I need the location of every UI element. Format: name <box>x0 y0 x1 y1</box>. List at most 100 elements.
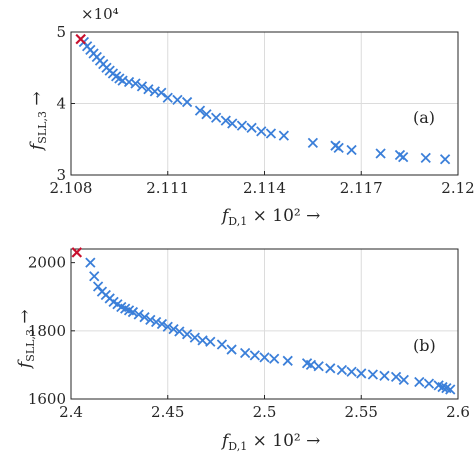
panel-b-ytick-label-1: 1800 <box>28 322 66 340</box>
panel-b-data-point-43 <box>423 378 435 389</box>
panel-a-data-point-16 <box>143 84 154 95</box>
panel-b-highlight-point <box>71 247 83 258</box>
panel-a-xtick-label-3: 2.117 <box>340 179 383 197</box>
panel-b-data-point-38-stroke-2 <box>367 369 378 380</box>
panel-a-data-point-27-stroke-2 <box>236 120 248 131</box>
panel-a-data-point-36 <box>375 148 386 159</box>
panel-a-data-point-31 <box>278 130 289 141</box>
panel-b-data-point-35-stroke-2 <box>336 364 348 376</box>
panel-a-xtick-label-4: 2.12 <box>441 179 474 197</box>
panel-a: 2.108 2.111 2.114 2.117 2.12 3 4 5 ×10⁴ (a) fD,… <box>27 5 474 228</box>
panel-b-data-point-18 <box>168 323 179 335</box>
panel-b-highlight-point-stroke-2 <box>71 247 83 258</box>
panel-b-data-point-1 <box>89 271 100 282</box>
panel-a-ytick-label-0: 3 <box>56 166 66 184</box>
panel-b-data-point-42-stroke-2 <box>414 376 425 388</box>
panel-b-data-point-28-stroke-2 <box>259 352 270 363</box>
panel-a-data-point-19-stroke-2 <box>162 92 173 103</box>
panel-b-data-point-14 <box>145 314 156 326</box>
panel-b-xtick-label-1: 2.45 <box>151 403 184 421</box>
panel-b-highlight <box>71 247 83 258</box>
panel-b-data-point-23 <box>205 336 216 347</box>
panel-a-data-point-32 <box>307 137 319 148</box>
panel-a-grid <box>71 32 458 175</box>
panel-b-data-point-33-stroke-2 <box>313 361 324 372</box>
panel-a-ytick-label-1: 4 <box>56 95 66 113</box>
panel-a-highlight-point <box>75 33 86 45</box>
panel-a-data-point-23-stroke-2 <box>201 109 212 120</box>
panel-b-data-point-25-stroke-2 <box>226 344 237 355</box>
panel-a-data-point-39-stroke-2 <box>420 152 431 163</box>
panel-b-data-point-0 <box>85 257 96 268</box>
panel-b-data-point-46-stroke-2 <box>441 382 452 394</box>
panel-b-data-point-21-stroke-2 <box>189 332 200 343</box>
panel-b-data-point-47-stroke-2 <box>445 384 456 395</box>
panel-b-data-point-43-stroke-2 <box>423 378 435 389</box>
panel-b-data-point-26-stroke-2 <box>240 347 251 359</box>
panel-b-data-point-6-stroke-2 <box>108 296 119 307</box>
panel-a-data-point-34 <box>333 142 344 153</box>
panel-b-xtick-label-4: 2.6 <box>446 403 470 421</box>
panel-a-label: (a) <box>413 108 435 127</box>
panel-b-data-point-19 <box>174 326 185 337</box>
panel-b-data-point-29 <box>269 353 280 364</box>
panel-a-data-point-34-stroke-2 <box>333 142 344 153</box>
panel-a-data-point-18-stroke-2 <box>156 87 167 98</box>
panel-b-ticks: 2.4 2.45 2.5 2.55 2.6 1600 1800 2000 <box>28 254 470 421</box>
panel-a-data-point-26-stroke-2 <box>227 118 238 129</box>
panel-a-points <box>78 36 451 165</box>
panel-b-data-point-16 <box>156 318 168 330</box>
panel-b-data-point-37 <box>356 368 367 379</box>
panel-a-x-axis-label: fD,1 × 10² → <box>220 206 320 228</box>
panel-a-data-point-21-stroke-2 <box>181 96 193 108</box>
panel-b-y-axis-label: fSLL,3 → <box>15 309 37 370</box>
panel-b-data-point-38 <box>367 369 378 380</box>
panel-b-data-point-39 <box>379 370 390 381</box>
panel-a-data-point-40-stroke-2 <box>439 154 451 165</box>
panel-a-data-point-25 <box>220 115 231 126</box>
panel-a-data-point-15 <box>136 81 148 92</box>
panel-a-highlight-point-stroke-2 <box>75 33 86 45</box>
panel-a-xtick-label-1: 2.111 <box>146 179 189 197</box>
panel-b-data-point-17-stroke-2 <box>162 321 173 332</box>
panel-a-y-exponent: ×10⁴ <box>81 5 119 23</box>
panel-a-xtick-label-2: 2.114 <box>243 179 286 197</box>
panel-a-data-point-31-stroke-2 <box>278 130 289 141</box>
panel-a-data-point-20-stroke-2 <box>172 94 183 106</box>
panel-b-data-point-21 <box>189 332 200 343</box>
panel-a-data-point-36-stroke-2 <box>375 148 386 159</box>
panel-b-data-point-40 <box>390 371 402 382</box>
panel-a-data-point-18 <box>156 87 167 98</box>
panel-b-data-point-24-stroke-2 <box>216 339 228 350</box>
panel-b-data-point-29-stroke-2 <box>269 353 280 364</box>
panel-a-data-point-26 <box>227 118 238 129</box>
panel-a-data-point-40 <box>439 154 451 165</box>
panel-b-data-point-34 <box>325 363 336 374</box>
panel-b-data-point-8-stroke-2 <box>116 301 127 313</box>
panel-a-data-point-14 <box>130 78 141 89</box>
panel-b-xtick-label-3: 2.55 <box>345 403 378 421</box>
panel-b-data-point-33 <box>313 361 324 372</box>
panel-b-data-point-32-stroke-2 <box>305 359 317 371</box>
panel-b: 2.4 2.45 2.5 2.55 2.6 1600 1800 2000 (b) fD,1 ×… <box>15 247 470 453</box>
panel-a-data-point-24 <box>210 112 222 123</box>
panel-b-data-point-30-stroke-2 <box>282 355 293 366</box>
panel-a-data-point-20 <box>172 94 183 106</box>
panel-b-data-point-15-stroke-2 <box>151 316 162 328</box>
panel-a-data-point-22-stroke-2 <box>194 105 206 116</box>
panel-b-data-point-37-stroke-2 <box>356 368 367 379</box>
panel-a-data-point-29 <box>256 126 267 137</box>
panel-b-data-point-18-stroke-2 <box>168 323 179 335</box>
panel-a-data-point-32-stroke-2 <box>307 137 319 148</box>
panel-b-data-point-41 <box>398 374 409 386</box>
panel-b-data-point-20-stroke-2 <box>181 329 193 340</box>
panel-a-data-point-22 <box>194 105 206 116</box>
panel-a-y-axis-label: fSLL,3 → <box>27 91 49 152</box>
panel-a-ytick-label-2: 5 <box>56 23 66 41</box>
panel-b-data-point-10-stroke-2 <box>123 305 135 316</box>
panel-a-data-point-14-stroke-2 <box>130 78 141 89</box>
panel-b-data-point-16-stroke-2 <box>156 318 168 330</box>
panel-b-points <box>85 257 456 395</box>
panel-b-data-point-14-stroke-2 <box>145 314 156 326</box>
panel-a-ticks: 2.108 2.111 2.114 2.117 2.12 3 4 5 <box>50 23 474 197</box>
